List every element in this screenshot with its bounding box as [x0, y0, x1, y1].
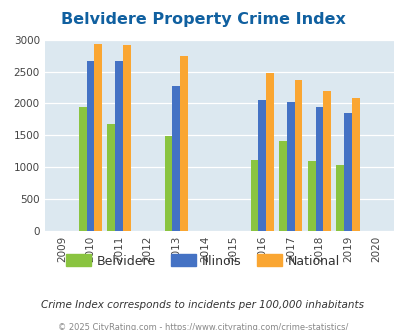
Bar	[79, 107, 86, 231]
Bar	[279, 141, 286, 231]
Bar	[286, 102, 294, 231]
Bar	[307, 161, 315, 231]
Bar	[115, 61, 123, 231]
Text: © 2025 CityRating.com - https://www.cityrating.com/crime-statistics/: © 2025 CityRating.com - https://www.city…	[58, 323, 347, 330]
Bar	[180, 55, 188, 231]
Bar	[172, 85, 180, 231]
Bar	[107, 124, 115, 231]
Bar	[250, 159, 258, 231]
Bar	[322, 91, 330, 231]
Text: Belvidere Property Crime Index: Belvidere Property Crime Index	[60, 12, 345, 26]
Legend: Belvidere, Illinois, National: Belvidere, Illinois, National	[60, 249, 345, 273]
Bar	[123, 45, 130, 231]
Bar	[86, 61, 94, 231]
Bar	[164, 136, 172, 231]
Bar	[94, 44, 102, 231]
Bar	[351, 98, 359, 231]
Bar	[343, 113, 351, 231]
Bar	[258, 100, 265, 231]
Text: Crime Index corresponds to incidents per 100,000 inhabitants: Crime Index corresponds to incidents per…	[41, 300, 364, 310]
Bar	[294, 81, 302, 231]
Bar	[315, 107, 322, 231]
Bar	[336, 165, 343, 231]
Bar	[265, 73, 273, 231]
